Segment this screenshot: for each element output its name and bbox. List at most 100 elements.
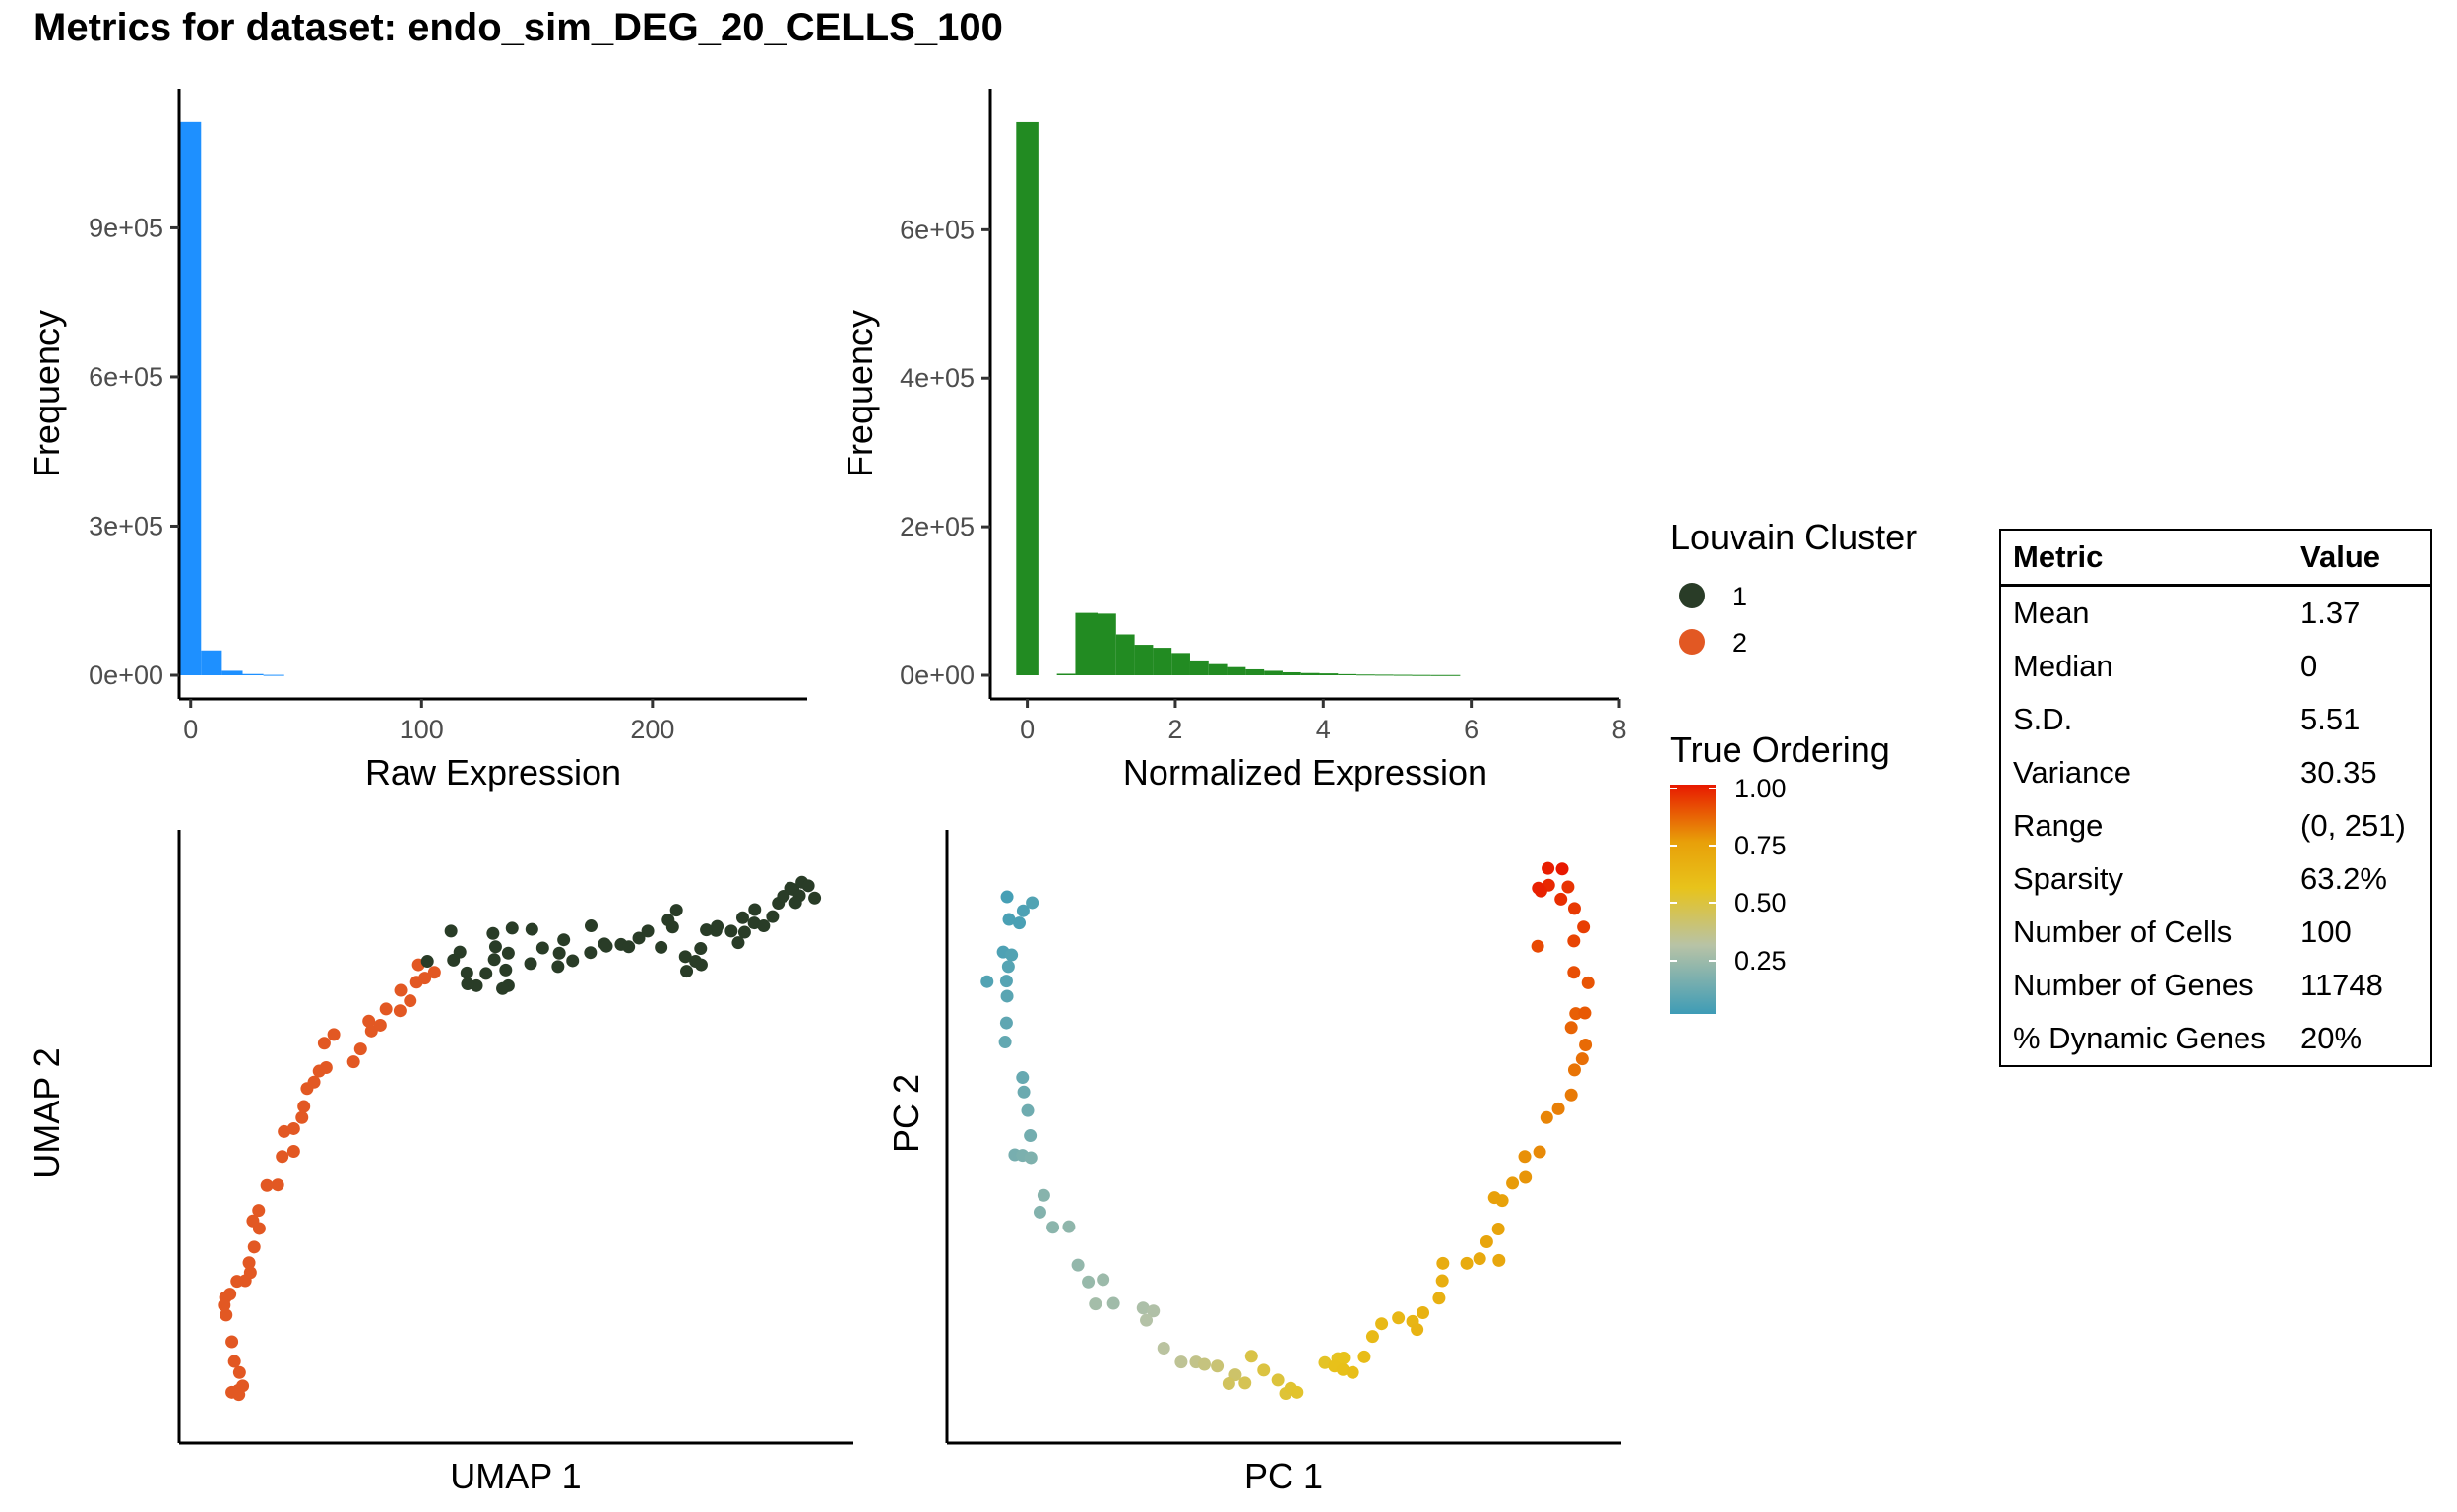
scatter-point: [379, 1002, 393, 1016]
scatter-point: [461, 977, 474, 991]
metric-value: 100: [2300, 914, 2352, 949]
scatter-point: [1579, 1039, 1593, 1051]
cluster-legend-swatch-1: [1679, 583, 1705, 608]
y-ticks: 0e+00 3e+05 6e+05 9e+05: [89, 213, 179, 690]
histogram-bar: [1393, 674, 1413, 676]
histogram-bar: [1134, 645, 1154, 675]
scatter-point: [295, 1110, 309, 1124]
y-tick-label: 6e+05: [900, 215, 975, 244]
scatter-point: [1533, 1145, 1546, 1159]
scatter-point: [1578, 1006, 1592, 1020]
metric-value: 1.37: [2300, 596, 2361, 630]
scatter-point: [487, 953, 501, 967]
table-row: Mean 1.37: [2001, 586, 2430, 641]
y-tick-label: 4e+05: [900, 363, 975, 393]
scatter-point: [505, 921, 519, 935]
scatter-point: [711, 919, 724, 933]
scatter-point: [1492, 1253, 1506, 1267]
ordering-tick-label: 0.50: [1734, 888, 1787, 917]
scatter-point: [599, 939, 613, 953]
ordering-legend: True Ordering 1.00 0.75 0.50 0.25: [1670, 729, 1890, 1014]
scatter-point: [552, 946, 566, 960]
metric-value: 30.35: [2300, 755, 2377, 789]
metric-value: 63.2%: [2300, 861, 2387, 896]
metric-value: 0: [2300, 649, 2318, 683]
histogram-bar: [263, 674, 284, 676]
histogram-bar: [1374, 674, 1394, 676]
histogram-bar: [1338, 673, 1357, 675]
scatter-point: [496, 981, 510, 995]
scatter-point: [460, 966, 473, 979]
scatter-point: [1337, 1352, 1351, 1365]
scatter-point: [1046, 1221, 1060, 1234]
scatter-point: [271, 1178, 284, 1192]
metric-name: Mean: [2013, 596, 2090, 630]
x-axis-title: Normalized Expression: [1123, 752, 1487, 792]
histogram-bar: [1171, 653, 1190, 675]
x-tick-label: 6: [1464, 715, 1479, 744]
y-axis-title: Frequency: [840, 310, 880, 477]
y-tick-label: 3e+05: [89, 511, 163, 540]
scatter-point: [1540, 1110, 1553, 1124]
metrics-table: Metric Value Mean 1.37 Median 0 S.D. 5.51 V…: [1999, 529, 2432, 1067]
scatter-point: [286, 1144, 300, 1158]
scatter-point: [404, 994, 417, 1008]
scatter-point: [784, 881, 797, 895]
scatter-point: [1002, 913, 1016, 926]
scatter-point: [307, 1075, 321, 1089]
scatter-point: [1005, 948, 1019, 962]
scatter-point: [1555, 862, 1569, 876]
scatter-point: [1518, 1150, 1532, 1164]
scatter-point: [999, 975, 1013, 988]
cluster-legend-label-1: 1: [1732, 582, 1747, 611]
scatter-point: [220, 1308, 233, 1322]
table-header-row: Metric Value: [2001, 531, 2430, 587]
scatter-point: [998, 1036, 1012, 1049]
scatter-point: [731, 936, 745, 950]
scatter-point: [1575, 1052, 1589, 1066]
raw-expression-bars: [180, 121, 284, 676]
scatter-point: [501, 946, 515, 960]
scatter-point: [1567, 966, 1581, 979]
scatter-point: [694, 958, 708, 972]
scatter-point: [499, 963, 513, 976]
scatter-point: [1136, 1301, 1150, 1315]
scatter-point: [1157, 1341, 1170, 1354]
scatter-point: [655, 940, 668, 954]
scatter-point: [1097, 1273, 1110, 1287]
scatter-point: [247, 1240, 261, 1254]
scatter-point: [694, 942, 708, 956]
histogram-bar: [221, 670, 243, 675]
scatter-point: [225, 1385, 239, 1399]
scatter-point: [242, 1256, 256, 1270]
normalized-expression-bars: [1016, 121, 1461, 676]
scatter-point: [488, 940, 502, 954]
scatter-point: [1238, 1376, 1252, 1390]
scatter-point: [373, 1018, 387, 1032]
scatter-point: [1554, 892, 1568, 906]
histogram-bar: [1056, 673, 1076, 675]
table-row: Number of Genes 11748: [2001, 959, 2430, 1012]
scatter-point: [353, 1042, 367, 1056]
ordering-tick-label: 1.00: [1734, 774, 1787, 803]
x-tick-label: 100: [400, 715, 444, 744]
x-tick-label: 200: [630, 715, 674, 744]
x-ticks: 0 100 200: [183, 699, 674, 744]
metric-name: Number of Cells: [2013, 914, 2233, 949]
cluster-legend-swatch-2: [1679, 629, 1705, 655]
histogram-bar: [1016, 121, 1039, 676]
scatter-point: [737, 925, 751, 939]
y-axis-title: Frequency: [27, 310, 67, 477]
scatter-point: [1336, 1362, 1350, 1376]
scatter-point: [980, 975, 994, 988]
metric-value: 11748: [2300, 968, 2383, 1002]
table-row: Range (0, 251): [2001, 799, 2430, 852]
x-tick-label: 2: [1167, 715, 1182, 744]
x-ticks: 0 2 4 6 8: [1020, 699, 1627, 744]
scatter-point: [622, 940, 636, 954]
histogram-bar: [201, 650, 222, 675]
scatter-point: [1001, 960, 1015, 974]
scatter-point: [420, 955, 434, 969]
scatter-point: [1542, 861, 1555, 875]
scatter-point: [999, 1016, 1013, 1030]
